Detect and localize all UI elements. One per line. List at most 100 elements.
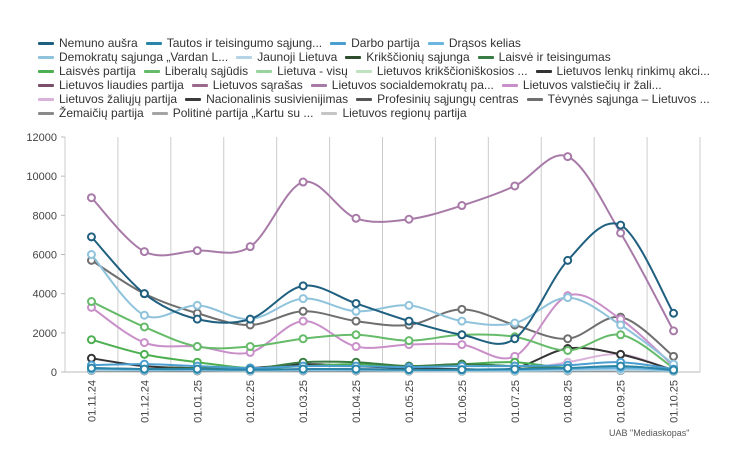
data-point[interactable] — [563, 334, 573, 344]
legend-item[interactable]: Lietuvos žaliųjų partija — [38, 92, 177, 106]
data-point[interactable] — [192, 314, 202, 324]
legend-item[interactable]: Žemaičių partija — [38, 106, 144, 120]
data-point[interactable] — [457, 304, 467, 314]
data-point[interactable] — [457, 316, 467, 326]
data-point[interactable] — [563, 345, 573, 355]
data-point[interactable] — [298, 177, 308, 187]
data-point[interactable] — [616, 361, 626, 371]
data-point[interactable] — [298, 294, 308, 304]
data-point[interactable] — [404, 336, 414, 346]
data-point[interactable] — [139, 338, 149, 348]
data-point[interactable] — [669, 326, 679, 336]
data-point[interactable] — [139, 364, 149, 374]
data-point[interactable] — [298, 281, 308, 291]
data-point[interactable] — [351, 364, 361, 374]
data-point[interactable] — [669, 351, 679, 361]
legend-swatch-icon — [427, 42, 444, 46]
data-point[interactable] — [298, 334, 308, 344]
data-point[interactable] — [245, 365, 255, 375]
data-point[interactable] — [404, 365, 414, 375]
data-point[interactable] — [139, 349, 149, 359]
data-point[interactable] — [669, 308, 679, 318]
data-point[interactable] — [298, 364, 308, 374]
legend-label: Lietuvos regionų partija — [342, 106, 467, 120]
y-tick-label: 6000 — [33, 250, 57, 262]
data-point[interactable] — [139, 322, 149, 332]
data-point[interactable] — [139, 247, 149, 257]
data-point[interactable] — [510, 364, 520, 374]
data-point[interactable] — [351, 213, 361, 223]
data-point[interactable] — [192, 364, 202, 374]
data-point[interactable] — [86, 297, 96, 306]
legend-item[interactable]: Lietuvos liaudies partija — [38, 78, 184, 92]
legend-item[interactable]: Profesinių sąjungų centras — [356, 92, 519, 106]
x-tick-label: 01.10.25 — [669, 380, 681, 423]
legend-item[interactable]: Drąsos kelias — [427, 36, 521, 50]
legend-item[interactable]: Darbo partija — [330, 36, 420, 50]
legend-label: Žemaičių partija — [59, 106, 144, 120]
legend-label: Lietuvos lenkų rinkimų akci... — [556, 64, 710, 78]
data-point[interactable] — [351, 316, 361, 326]
data-point[interactable] — [563, 255, 573, 265]
data-point[interactable] — [139, 310, 149, 320]
data-point[interactable] — [563, 293, 573, 303]
data-point[interactable] — [298, 306, 308, 316]
data-point[interactable] — [563, 363, 573, 373]
data-point[interactable] — [510, 334, 520, 344]
data-point[interactable] — [404, 316, 414, 326]
data-point[interactable] — [245, 242, 255, 252]
data-point[interactable] — [616, 320, 626, 330]
data-point[interactable] — [510, 318, 520, 328]
data-point[interactable] — [192, 342, 202, 352]
legend-swatch-icon — [151, 112, 168, 116]
data-point[interactable] — [192, 246, 202, 256]
data-point[interactable] — [351, 298, 361, 308]
data-point[interactable] — [351, 330, 361, 340]
data-point[interactable] — [351, 306, 361, 316]
legend-item[interactable]: Tautos ir teisingumo sąjung... — [145, 36, 322, 50]
data-point[interactable] — [669, 365, 679, 375]
legend-item[interactable]: Lietuvos krikščioniškosios ... — [355, 64, 528, 78]
data-point[interactable] — [245, 342, 255, 352]
data-point[interactable] — [351, 342, 361, 352]
data-point[interactable] — [86, 232, 96, 242]
legend-item[interactable]: Liberalų sąjūdis — [143, 64, 248, 78]
data-point[interactable] — [457, 365, 467, 375]
x-tick-label: 01.12.24 — [139, 380, 151, 423]
legend-item[interactable]: Lietuvos valstiečių ir žali... — [501, 78, 662, 92]
legend-item[interactable]: Lietuva - visų — [256, 64, 348, 78]
legend-item[interactable]: Nemuno aušra — [38, 36, 138, 50]
data-point[interactable] — [139, 289, 149, 299]
legend-item[interactable]: Lietuvos regionų partija — [321, 106, 467, 120]
data-point[interactable] — [86, 335, 96, 345]
data-point[interactable] — [192, 300, 202, 310]
data-point[interactable] — [563, 152, 573, 162]
data-point[interactable] — [404, 214, 414, 224]
x-tick-label: 01.09.25 — [616, 380, 628, 423]
legend-item[interactable]: Tėvynės sąjunga – Lietuvos ... — [526, 92, 710, 106]
data-point[interactable] — [510, 181, 520, 191]
data-point[interactable] — [457, 330, 467, 340]
data-point[interactable] — [298, 316, 308, 326]
data-point[interactable] — [616, 228, 626, 238]
data-point[interactable] — [457, 201, 467, 211]
data-point[interactable] — [86, 363, 96, 373]
legend-item[interactable]: Demokratų sąjunga „Vardan L... — [38, 50, 228, 64]
legend-item[interactable]: Laisvė ir teisingumas — [477, 50, 611, 64]
data-point[interactable] — [86, 250, 96, 259]
legend-item[interactable]: Lietuvos lenkų rinkimų akci... — [535, 64, 710, 78]
legend-item[interactable]: Politinė partija „Kartu su ... — [151, 106, 313, 120]
data-point[interactable] — [86, 193, 96, 203]
legend-item[interactable]: Nacionalinis susivienijimas — [185, 92, 348, 106]
data-point[interactable] — [404, 300, 414, 310]
data-point[interactable] — [616, 220, 626, 230]
data-point[interactable] — [616, 330, 626, 340]
data-point[interactable] — [457, 340, 467, 350]
legend-item[interactable]: Lietuvos socialdemokratų pa... — [310, 78, 494, 92]
data-point[interactable] — [245, 314, 255, 324]
legend-item[interactable]: Laisvės partija — [38, 64, 136, 78]
legend-item[interactable]: Jaunoji Lietuva — [236, 50, 337, 64]
legend-item[interactable]: Lietuvos sąrašas — [191, 78, 303, 92]
legend-item[interactable]: Krikščionių sąjunga — [345, 50, 470, 64]
data-point[interactable] — [616, 349, 626, 359]
